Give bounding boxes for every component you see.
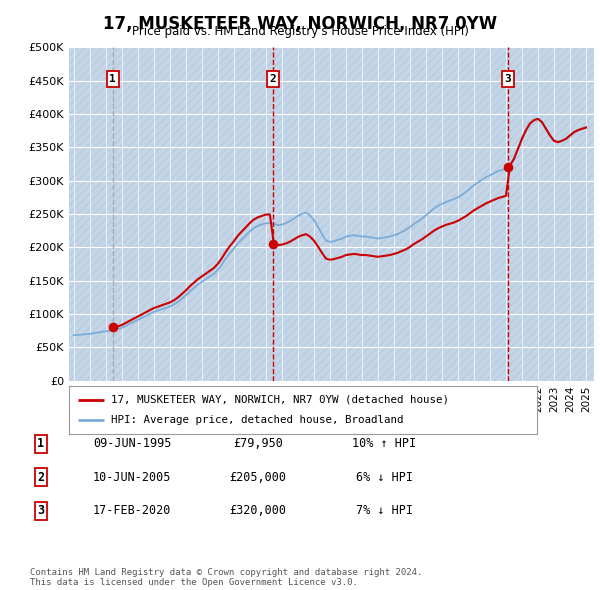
Text: 3: 3 xyxy=(37,504,44,517)
Point xyxy=(268,239,278,248)
Text: £320,000: £320,000 xyxy=(229,504,287,517)
Point xyxy=(108,323,118,332)
Text: 09-JUN-1995: 09-JUN-1995 xyxy=(93,437,172,450)
Text: 17, MUSKETEER WAY, NORWICH, NR7 0YW (detached house): 17, MUSKETEER WAY, NORWICH, NR7 0YW (det… xyxy=(111,395,449,405)
Point xyxy=(503,162,512,172)
Text: HPI: Average price, detached house, Broadland: HPI: Average price, detached house, Broa… xyxy=(111,415,404,425)
Text: 1: 1 xyxy=(37,437,44,450)
Text: 2: 2 xyxy=(269,74,276,84)
Text: Price paid vs. HM Land Registry's House Price Index (HPI): Price paid vs. HM Land Registry's House … xyxy=(131,25,469,38)
Text: Contains HM Land Registry data © Crown copyright and database right 2024.
This d: Contains HM Land Registry data © Crown c… xyxy=(30,568,422,587)
Text: 17-FEB-2020: 17-FEB-2020 xyxy=(93,504,172,517)
Text: £79,950: £79,950 xyxy=(233,437,283,450)
Text: 10% ↑ HPI: 10% ↑ HPI xyxy=(352,437,416,450)
Text: £205,000: £205,000 xyxy=(229,471,287,484)
Text: 10-JUN-2005: 10-JUN-2005 xyxy=(93,471,172,484)
Text: 7% ↓ HPI: 7% ↓ HPI xyxy=(355,504,413,517)
Text: 6% ↓ HPI: 6% ↓ HPI xyxy=(355,471,413,484)
Text: 1: 1 xyxy=(109,74,116,84)
Text: 3: 3 xyxy=(505,74,511,84)
Text: 17, MUSKETEER WAY, NORWICH, NR7 0YW: 17, MUSKETEER WAY, NORWICH, NR7 0YW xyxy=(103,15,497,33)
Text: 2: 2 xyxy=(37,471,44,484)
